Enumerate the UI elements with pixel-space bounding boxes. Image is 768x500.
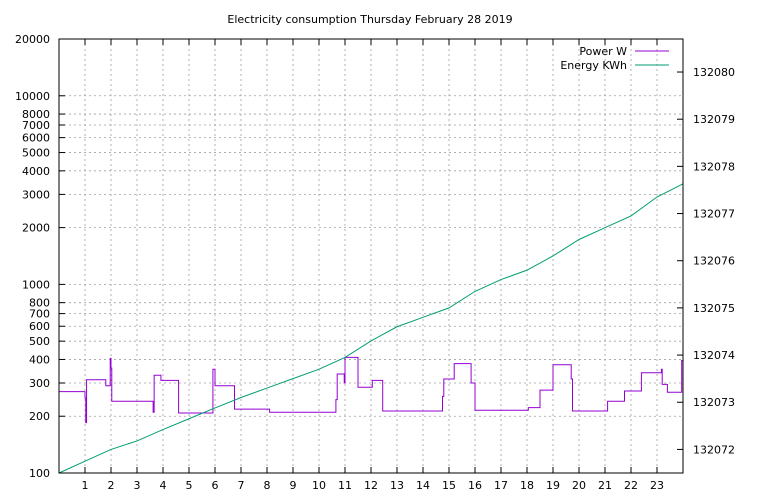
- y2-tick-label: 132075: [693, 302, 735, 315]
- y2-tick-label: 132078: [693, 160, 735, 173]
- y-tick-label: 100: [29, 467, 50, 480]
- series-line-1: [59, 356, 683, 424]
- x-tick-label: 23: [650, 479, 664, 492]
- y-tick-label: 20000: [15, 33, 50, 46]
- y2-tick-label: 132073: [693, 396, 735, 409]
- x-tick-label: 9: [290, 479, 297, 492]
- y-tick-label: 200: [29, 410, 50, 423]
- y-tick-label: 700: [29, 308, 50, 321]
- y-tick-label: 600: [29, 320, 50, 333]
- x-tick-label: 13: [390, 479, 404, 492]
- legend-label: Energy KWh: [560, 59, 627, 72]
- x-tick-label: 12: [364, 479, 378, 492]
- y-tick-label: 2000: [22, 222, 50, 235]
- y-tick-label: 500: [29, 335, 50, 348]
- y2-tick-label: 132072: [693, 443, 735, 456]
- x-tick-label: 19: [546, 479, 560, 492]
- grid: [59, 38, 683, 474]
- x-tick-label: 3: [134, 479, 141, 492]
- x-tick-label: 22: [624, 479, 638, 492]
- y-tick-label: 800: [29, 297, 50, 310]
- y-tick-label: 400: [29, 353, 50, 366]
- x-tick-label: 5: [186, 479, 193, 492]
- legend-label: Power W: [579, 45, 627, 58]
- y2-tick-label: 132076: [693, 255, 735, 268]
- x-tick-label: 11: [338, 479, 352, 492]
- y-tick-label: 1000: [22, 278, 50, 291]
- x-tick-label: 17: [494, 479, 508, 492]
- axis-ticks: 1 2 3 4 5 6 7 8 9 10 11 12 13 14 15 16 17 18 19 20 21 22 23100…: [15, 33, 735, 492]
- series-line-2: [58, 183, 684, 474]
- y2-tick-label: 132074: [693, 349, 735, 362]
- y-tick-label: 5000: [22, 147, 50, 160]
- x-tick-label: 8: [264, 479, 271, 492]
- y2-tick-label: 132080: [693, 66, 735, 79]
- x-tick-label: 10: [312, 479, 326, 492]
- x-tick-label: 15: [442, 479, 456, 492]
- x-tick-label: 6: [212, 479, 219, 492]
- x-tick-label: 18: [520, 479, 534, 492]
- y-tick-label: 6000: [22, 132, 50, 145]
- plot-series: [58, 183, 684, 474]
- y-tick-label: 3000: [22, 188, 50, 201]
- chart-title: Electricity consumption Thursday Februar…: [227, 13, 512, 26]
- x-tick-label: 16: [468, 479, 482, 492]
- x-tick-label: 7: [238, 479, 245, 492]
- y-tick-label: 7000: [22, 119, 50, 132]
- y2-tick-label: 132077: [693, 208, 735, 221]
- x-tick-label: 14: [416, 479, 430, 492]
- y-tick-label: 10000: [15, 90, 50, 103]
- x-tick-label: 2: [108, 479, 115, 492]
- x-tick-label: 4: [160, 479, 167, 492]
- y-tick-label: 300: [29, 377, 50, 390]
- x-tick-label: 21: [598, 479, 612, 492]
- y-tick-label: 4000: [22, 165, 50, 178]
- x-tick-label: 1: [82, 479, 89, 492]
- x-tick-label: 20: [572, 479, 586, 492]
- y2-tick-label: 132079: [693, 113, 735, 126]
- y-tick-label: 8000: [22, 108, 50, 121]
